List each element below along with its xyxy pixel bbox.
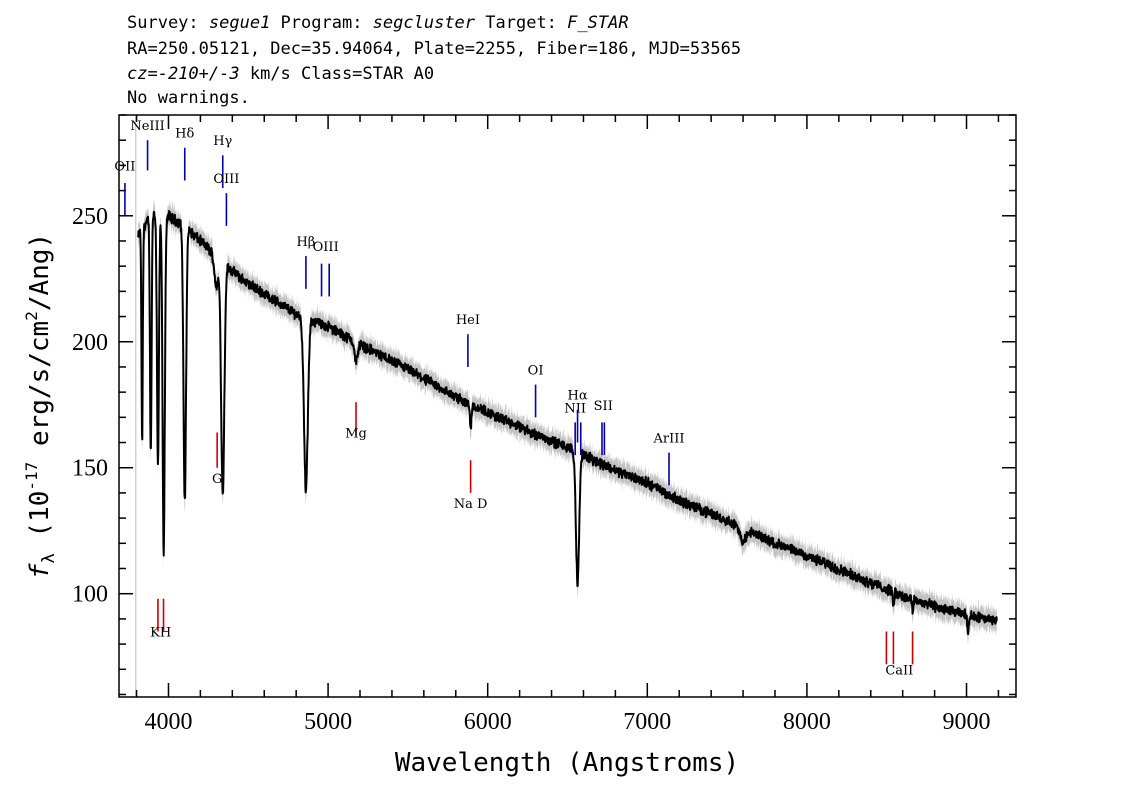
x-axis-title: Wavelength (Angstroms) — [395, 748, 739, 778]
emission-label-1: NeIII — [130, 119, 164, 134]
absorption-label-2: Mg — [345, 426, 367, 441]
emission-label-2: Hδ — [175, 127, 194, 142]
emission-label-9: NII — [564, 401, 586, 416]
absorption-label-1: G — [212, 472, 222, 487]
header-line-2: RA=250.05121, Dec=35.94064, Plate=2255, … — [127, 39, 741, 59]
emission-label-0: OII — [114, 159, 135, 174]
emission-label-5: Hβ — [296, 235, 315, 250]
x-tick-label-6000: 6000 — [464, 709, 512, 735]
emission-label-12: ArIII — [653, 432, 685, 447]
emission-label-3: Hγ — [213, 134, 232, 149]
emission-label-8: OI — [528, 364, 544, 379]
line-markers: OIINeIIIHδHγOIIIHβOIIIHeIOINIIHαSIIArIII… — [114, 119, 914, 678]
y-tick-label-250: 250 — [72, 204, 108, 230]
y-tick-label-100: 100 — [72, 582, 108, 608]
axes-frame — [118, 114, 1017, 698]
x-tick-label-5000: 5000 — [304, 709, 352, 735]
absorption-label-4: CaII — [885, 663, 913, 678]
spectrum-line — [137, 210, 998, 636]
y-axis-title: fλ (10-17 erg/s/cm2/Ang) — [22, 233, 59, 579]
absorption-label-3: Na D — [454, 497, 488, 512]
emission-label-6: OIII — [313, 240, 339, 255]
y-tick-label-200: 200 — [72, 330, 108, 356]
plot-area — [135, 115, 998, 697]
emission-label-7: HeI — [456, 313, 480, 328]
axis-ticks: 4000 5000 6000 7000 8000 9000 100 150 200 250 — [72, 114, 1016, 735]
header: Survey: segue1 Program: segcluster Targe… — [127, 13, 741, 108]
x-tick-label-8000: 8000 — [783, 709, 831, 735]
emission-label-10: Hα — [567, 389, 587, 404]
absorption-label-0: KH — [150, 626, 171, 641]
x-tick-label-7000: 7000 — [623, 709, 671, 735]
spectrum-error-band — [138, 198, 997, 645]
x-tick-label-4000: 4000 — [144, 709, 192, 735]
x-tick-label-9000: 9000 — [943, 709, 991, 735]
header-line-3: cz=-210+/-3 km/s Class=STAR A0 — [127, 64, 434, 84]
emission-label-4: OIII — [213, 172, 239, 187]
y-tick-label-150: 150 — [72, 456, 108, 482]
emission-label-11: SII — [594, 399, 613, 414]
header-line-4: No warnings. — [127, 88, 250, 108]
header-line-1: Survey: segue1 Program: segcluster Targe… — [127, 13, 629, 33]
